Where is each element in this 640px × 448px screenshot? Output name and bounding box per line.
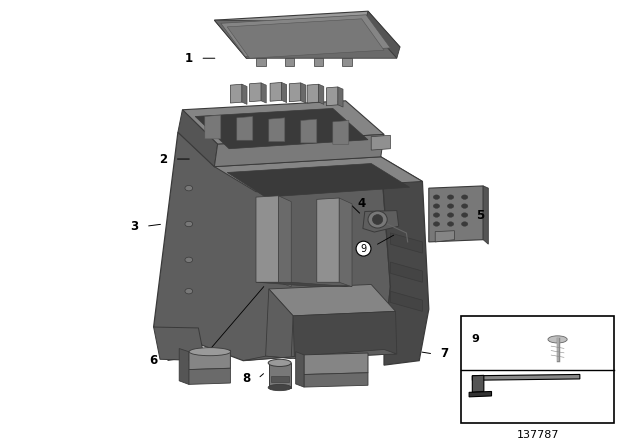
Circle shape: [447, 222, 454, 226]
Polygon shape: [214, 157, 422, 192]
Ellipse shape: [372, 215, 383, 224]
Polygon shape: [472, 375, 580, 380]
Polygon shape: [256, 58, 266, 66]
Ellipse shape: [548, 336, 567, 343]
Polygon shape: [256, 282, 352, 287]
Circle shape: [447, 213, 454, 217]
Polygon shape: [269, 363, 291, 388]
Polygon shape: [227, 164, 410, 197]
Polygon shape: [256, 196, 278, 282]
Circle shape: [461, 204, 468, 208]
Polygon shape: [285, 58, 294, 66]
Ellipse shape: [268, 359, 291, 366]
Circle shape: [185, 257, 193, 263]
Polygon shape: [261, 83, 266, 103]
Polygon shape: [483, 186, 488, 244]
Polygon shape: [278, 196, 291, 287]
Polygon shape: [269, 284, 396, 316]
Polygon shape: [317, 198, 339, 282]
Polygon shape: [390, 291, 422, 311]
Polygon shape: [266, 289, 293, 358]
Polygon shape: [381, 157, 429, 365]
Polygon shape: [242, 84, 247, 104]
Circle shape: [433, 204, 440, 208]
Circle shape: [433, 195, 440, 199]
Text: 1: 1: [185, 52, 193, 65]
Polygon shape: [214, 11, 400, 58]
Polygon shape: [154, 132, 390, 361]
Polygon shape: [326, 87, 338, 106]
Polygon shape: [289, 83, 301, 102]
Polygon shape: [237, 116, 253, 140]
Polygon shape: [314, 58, 323, 66]
Polygon shape: [250, 83, 261, 102]
FancyBboxPatch shape: [461, 316, 614, 423]
Polygon shape: [178, 110, 218, 167]
Polygon shape: [189, 368, 230, 384]
Polygon shape: [304, 353, 368, 375]
Text: 9: 9: [360, 244, 367, 254]
Ellipse shape: [368, 211, 387, 228]
Text: 137787: 137787: [516, 430, 559, 439]
Polygon shape: [307, 84, 319, 103]
Polygon shape: [301, 119, 317, 143]
Polygon shape: [182, 101, 384, 144]
Polygon shape: [214, 20, 397, 58]
Polygon shape: [205, 115, 221, 139]
Polygon shape: [338, 87, 343, 107]
Circle shape: [447, 204, 454, 208]
Text: 8: 8: [243, 372, 250, 385]
Polygon shape: [363, 211, 399, 232]
Polygon shape: [214, 134, 384, 167]
Polygon shape: [319, 84, 324, 104]
Polygon shape: [195, 108, 368, 149]
Polygon shape: [339, 198, 352, 287]
Polygon shape: [472, 375, 484, 392]
Text: 9: 9: [471, 335, 479, 345]
Polygon shape: [296, 352, 304, 387]
Circle shape: [433, 222, 440, 226]
Polygon shape: [435, 231, 454, 242]
Polygon shape: [269, 118, 285, 142]
Polygon shape: [270, 82, 282, 101]
Circle shape: [185, 289, 193, 294]
Polygon shape: [469, 392, 492, 397]
Text: 2: 2: [159, 152, 167, 166]
Polygon shape: [179, 349, 189, 384]
Circle shape: [461, 213, 468, 217]
Circle shape: [461, 222, 468, 226]
Circle shape: [185, 185, 193, 191]
Polygon shape: [390, 262, 422, 282]
Text: 3: 3: [131, 220, 138, 233]
Polygon shape: [304, 373, 368, 387]
Text: 4: 4: [358, 197, 365, 211]
Ellipse shape: [189, 348, 231, 356]
Polygon shape: [189, 350, 230, 370]
Polygon shape: [293, 311, 397, 358]
Circle shape: [447, 195, 454, 199]
Polygon shape: [301, 83, 306, 103]
Circle shape: [461, 195, 468, 199]
Polygon shape: [227, 19, 384, 58]
Polygon shape: [230, 84, 242, 103]
Text: 7: 7: [441, 347, 449, 361]
Polygon shape: [282, 82, 287, 103]
Text: 6: 6: [150, 354, 157, 367]
Polygon shape: [221, 15, 390, 56]
Polygon shape: [429, 186, 483, 242]
Text: 5: 5: [476, 208, 484, 222]
Polygon shape: [333, 121, 349, 144]
Polygon shape: [271, 376, 289, 382]
Polygon shape: [371, 135, 390, 150]
Polygon shape: [243, 349, 397, 361]
Ellipse shape: [268, 384, 291, 391]
Polygon shape: [342, 58, 352, 66]
Circle shape: [185, 221, 193, 227]
Polygon shape: [365, 11, 400, 58]
Polygon shape: [154, 327, 205, 361]
Polygon shape: [390, 233, 422, 253]
Circle shape: [433, 213, 440, 217]
